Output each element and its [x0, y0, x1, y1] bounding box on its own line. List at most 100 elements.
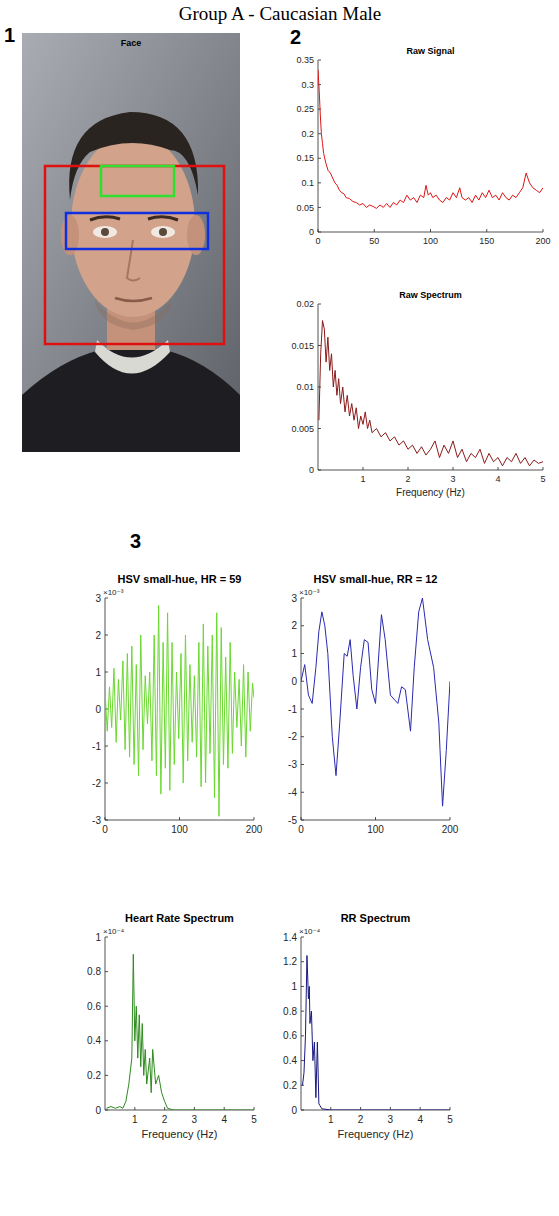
y-tick [301, 1110, 304, 1111]
x-tick [450, 817, 451, 820]
y-scale-label: ×10⁻³ [299, 588, 320, 597]
iris [159, 228, 167, 236]
y-tick [301, 764, 304, 765]
plot: 1234500.0050.010.0150.02Raw SpectrumFreq… [291, 290, 545, 498]
y-tick [105, 746, 108, 747]
plot-title: Heart Rate Spectrum [125, 912, 234, 924]
plot: 0100200-3-2-10123HSV small-hue, HR = 59×… [92, 573, 263, 835]
panel-label: 2 [290, 26, 301, 48]
roi-forehead [101, 166, 174, 196]
y-tick [318, 345, 321, 346]
eye [93, 226, 117, 238]
x-tick-label: 4 [495, 474, 500, 484]
x-tick [254, 817, 255, 820]
plot-data [301, 598, 450, 806]
data-line [302, 956, 450, 1110]
y-tick [318, 60, 321, 61]
roi-face [45, 166, 224, 344]
y-tick [318, 158, 321, 159]
y-tick-label: -1 [92, 741, 101, 752]
plot-data [302, 956, 450, 1110]
y-tick [105, 937, 108, 938]
data-line [318, 70, 543, 209]
x-tick-label: 0 [315, 236, 320, 246]
y-tick [105, 1040, 108, 1041]
y-tick [318, 428, 321, 429]
y-scale-label: ×10⁻⁴ [299, 927, 321, 936]
x-tick-label: 3 [388, 1114, 394, 1125]
data-line [319, 321, 543, 466]
x-tick [543, 229, 544, 232]
x-tick-label: 150 [479, 236, 494, 246]
y-tick-label: 0.005 [291, 424, 314, 434]
y-axis [105, 937, 106, 1110]
x-tick-label: 200 [246, 824, 263, 835]
x-tick [179, 817, 180, 820]
y-tick [318, 304, 321, 305]
y-tick-label: 0 [291, 676, 297, 687]
x-tick-label: 2 [162, 1114, 168, 1125]
x-tick-label: 2 [405, 474, 410, 484]
y-tick [301, 653, 304, 654]
y-tick-label: 0.15 [296, 153, 314, 163]
y-tick-label: -1 [288, 704, 297, 715]
y-tick-label: 1 [291, 648, 297, 659]
y-tick-label: 0.8 [283, 1006, 297, 1017]
y-tick-label: 0 [291, 1105, 297, 1116]
y-tick-label: 0.35 [296, 55, 314, 65]
mouth [115, 298, 152, 301]
x-tick [164, 1107, 165, 1110]
y-tick [318, 133, 321, 134]
x-tick-label: 4 [417, 1114, 423, 1125]
y-tick [105, 635, 108, 636]
face-panel: Face [22, 33, 240, 452]
y-axis [318, 60, 319, 232]
data-line [301, 598, 450, 806]
x-tick-label: 1 [132, 1114, 138, 1125]
y-tick-label: 0.8 [87, 966, 101, 977]
x-tick [375, 817, 376, 820]
x-tick [301, 817, 302, 820]
plot-title: Raw Spectrum [399, 290, 462, 300]
y-tick-label: 1.2 [283, 956, 297, 967]
figure: Group A - Caucasian Male123Face050100150… [0, 0, 559, 1216]
y-axis [301, 937, 302, 1110]
y-tick-label: 0.01 [296, 382, 314, 392]
y-tick-label: 0.6 [283, 1030, 297, 1041]
y-tick [301, 598, 304, 599]
y-tick [301, 709, 304, 710]
plot-data [318, 70, 543, 209]
panel-label: 1 [4, 24, 15, 46]
y-tick [105, 1110, 108, 1111]
x-tick [453, 467, 454, 470]
plot-title: HSV small-hue, RR = 12 [314, 573, 438, 585]
x-tick-label: 1 [360, 474, 365, 484]
y-tick-label: -3 [92, 815, 101, 826]
plot-data [106, 954, 254, 1110]
brows [90, 217, 178, 220]
plot: 05010015020000.050.10.150.20.250.30.35Ra… [296, 46, 550, 246]
y-tick [105, 820, 108, 821]
x-tick-label: 50 [369, 236, 379, 246]
plot-title: RR Spectrum [341, 912, 411, 924]
y-tick [318, 470, 321, 471]
plot-data [319, 321, 543, 466]
y-tick [105, 1006, 108, 1007]
x-tick-label: 4 [221, 1114, 227, 1125]
y-tick [301, 625, 304, 626]
stubble [95, 300, 172, 330]
x-tick-label: 0 [102, 824, 108, 835]
x-tick-label: 5 [251, 1114, 257, 1125]
face-background [22, 33, 240, 452]
x-tick-label: 200 [535, 236, 550, 246]
y-tick-label: 1 [95, 932, 101, 943]
y-tick [301, 1060, 304, 1061]
y-tick-label: 0.2 [87, 1070, 101, 1081]
y-tick-label: 3 [291, 593, 297, 604]
x-tick-label: 1 [328, 1114, 334, 1125]
plot: 1234500.20.40.60.81Heart Rate Spectrum×1… [87, 912, 257, 1140]
x-tick-label: 5 [447, 1114, 453, 1125]
x-tick-label: 2 [358, 1114, 364, 1125]
x-tick-label: 3 [192, 1114, 198, 1125]
y-tick-label: 0 [95, 704, 101, 715]
